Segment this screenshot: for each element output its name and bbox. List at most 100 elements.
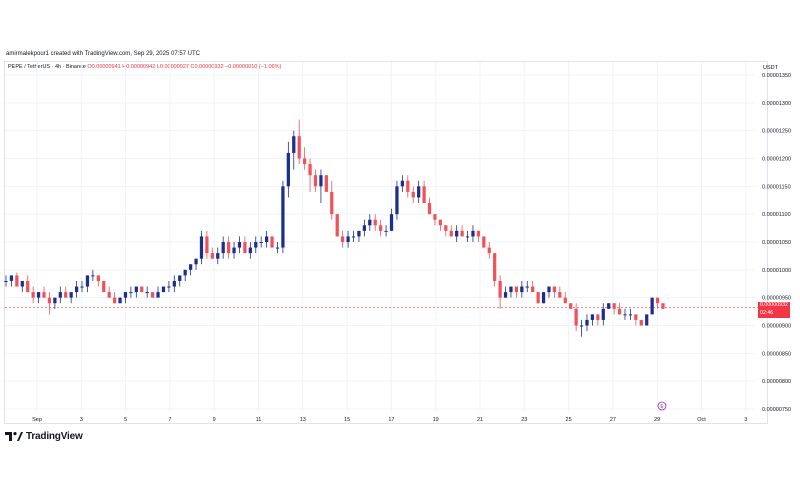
candle-body bbox=[292, 136, 296, 153]
candle-body bbox=[69, 292, 73, 298]
candle-body bbox=[455, 230, 459, 237]
candle-body bbox=[389, 214, 394, 231]
candle-body bbox=[617, 308, 622, 315]
candle-body bbox=[590, 314, 595, 320]
y-tick-label: 0.00001000 bbox=[762, 268, 791, 274]
x-tick-label: 11 bbox=[256, 417, 262, 423]
ohlc-close: C0.00000932 bbox=[190, 64, 224, 70]
candle-body bbox=[552, 286, 557, 293]
candle-body bbox=[558, 292, 562, 298]
candle-body bbox=[286, 152, 290, 187]
candle-body bbox=[64, 292, 68, 298]
ohlc-high: H0.00000942 bbox=[122, 64, 156, 70]
candle-body bbox=[384, 230, 388, 232]
candle-body bbox=[601, 308, 605, 320]
candle-body bbox=[482, 236, 486, 248]
candle-body bbox=[379, 225, 383, 231]
candle-body bbox=[15, 275, 19, 287]
candle-body bbox=[417, 186, 421, 198]
candle-body bbox=[156, 292, 160, 298]
candle-body bbox=[140, 286, 144, 293]
candle-body bbox=[362, 225, 366, 231]
candle-body bbox=[243, 242, 247, 254]
symbol-label: PEPE / TetherUS · 4h · Binance bbox=[8, 64, 86, 70]
candle-body bbox=[210, 253, 214, 259]
candle-body bbox=[547, 286, 551, 293]
y-tick-label: 0.00001050 bbox=[762, 240, 791, 246]
y-tick-label: 0.00000800 bbox=[762, 379, 791, 385]
candle-body bbox=[47, 297, 52, 304]
x-tick-label: 13 bbox=[300, 417, 306, 423]
x-tick-label: 29 bbox=[654, 417, 660, 423]
tradingview-logo: TradingView bbox=[5, 431, 83, 442]
candle-body bbox=[91, 275, 95, 277]
candle-body bbox=[194, 258, 198, 265]
symbol-legend: PEPE / TetherUS · 4h · Binance O0.000009… bbox=[8, 64, 281, 70]
chart-frame bbox=[4, 61, 768, 424]
chart-credit: amirmalekpour1 created with TradingView.… bbox=[6, 51, 200, 57]
candle-body bbox=[237, 242, 242, 248]
candle-body bbox=[74, 286, 79, 293]
candle-body bbox=[650, 297, 654, 315]
candle-body bbox=[449, 230, 453, 237]
candle-body bbox=[270, 236, 274, 248]
y-tick-label: 0.00000900 bbox=[762, 324, 791, 330]
candle-body bbox=[509, 286, 513, 293]
candle-body bbox=[498, 280, 502, 298]
candle-body bbox=[563, 297, 567, 304]
candle-body bbox=[460, 230, 464, 237]
candle-body bbox=[574, 308, 578, 326]
candle-body bbox=[254, 242, 258, 248]
candle-body bbox=[112, 297, 117, 304]
x-tick-label: 23 bbox=[521, 417, 527, 423]
y-tick-label: 0.00001250 bbox=[762, 129, 791, 135]
candle-body bbox=[232, 247, 236, 254]
candle-body bbox=[53, 297, 57, 304]
candle-body bbox=[645, 314, 649, 326]
candle-body bbox=[96, 275, 100, 281]
candle-body bbox=[308, 164, 312, 176]
candle-body bbox=[188, 264, 193, 270]
candle-body bbox=[26, 280, 30, 293]
candle-body bbox=[161, 286, 166, 293]
candle-body bbox=[341, 236, 345, 242]
ohlc-open: O0.00000941 bbox=[87, 64, 121, 70]
candle-body bbox=[118, 297, 122, 304]
candle-body bbox=[226, 242, 231, 254]
candle-body bbox=[319, 175, 323, 187]
candle-body bbox=[427, 203, 432, 215]
candle-body bbox=[503, 292, 508, 298]
y-tick-label: 0.00001150 bbox=[762, 184, 791, 190]
candle-body bbox=[514, 286, 519, 293]
tradingview-logo-icon bbox=[5, 432, 23, 441]
candle-body bbox=[42, 292, 46, 298]
y-tick-label: 0.00000750 bbox=[762, 407, 791, 413]
candle-body bbox=[4, 280, 8, 282]
candle-body bbox=[303, 158, 307, 165]
candle-body bbox=[541, 292, 546, 304]
candle-body bbox=[373, 219, 377, 226]
candle-body bbox=[20, 280, 24, 287]
ohlc-low: L0.00000927 bbox=[156, 64, 189, 70]
last-price-tag: 0.00000932 02:46 bbox=[758, 302, 790, 318]
candle-body bbox=[623, 314, 627, 316]
candle-body bbox=[80, 286, 84, 288]
x-tick-label: Sep bbox=[32, 417, 42, 423]
tradingview-logo-text: TradingView bbox=[26, 431, 83, 442]
event-marker-icon bbox=[657, 401, 667, 411]
candle-body bbox=[596, 314, 600, 320]
candle-body bbox=[123, 292, 128, 298]
candle-body bbox=[107, 292, 111, 298]
candle-body bbox=[216, 253, 220, 259]
candle-body bbox=[579, 325, 584, 327]
candle-body bbox=[395, 186, 399, 215]
candle-body bbox=[36, 292, 41, 298]
candle-body bbox=[444, 225, 448, 231]
candle-body bbox=[275, 247, 280, 249]
candle-body bbox=[465, 236, 470, 238]
price-axis-unit: USDT bbox=[763, 65, 778, 71]
candle-body bbox=[438, 219, 443, 226]
bar-countdown: 02:46 bbox=[760, 309, 774, 316]
y-tick-label: 0.00001350 bbox=[762, 73, 791, 79]
